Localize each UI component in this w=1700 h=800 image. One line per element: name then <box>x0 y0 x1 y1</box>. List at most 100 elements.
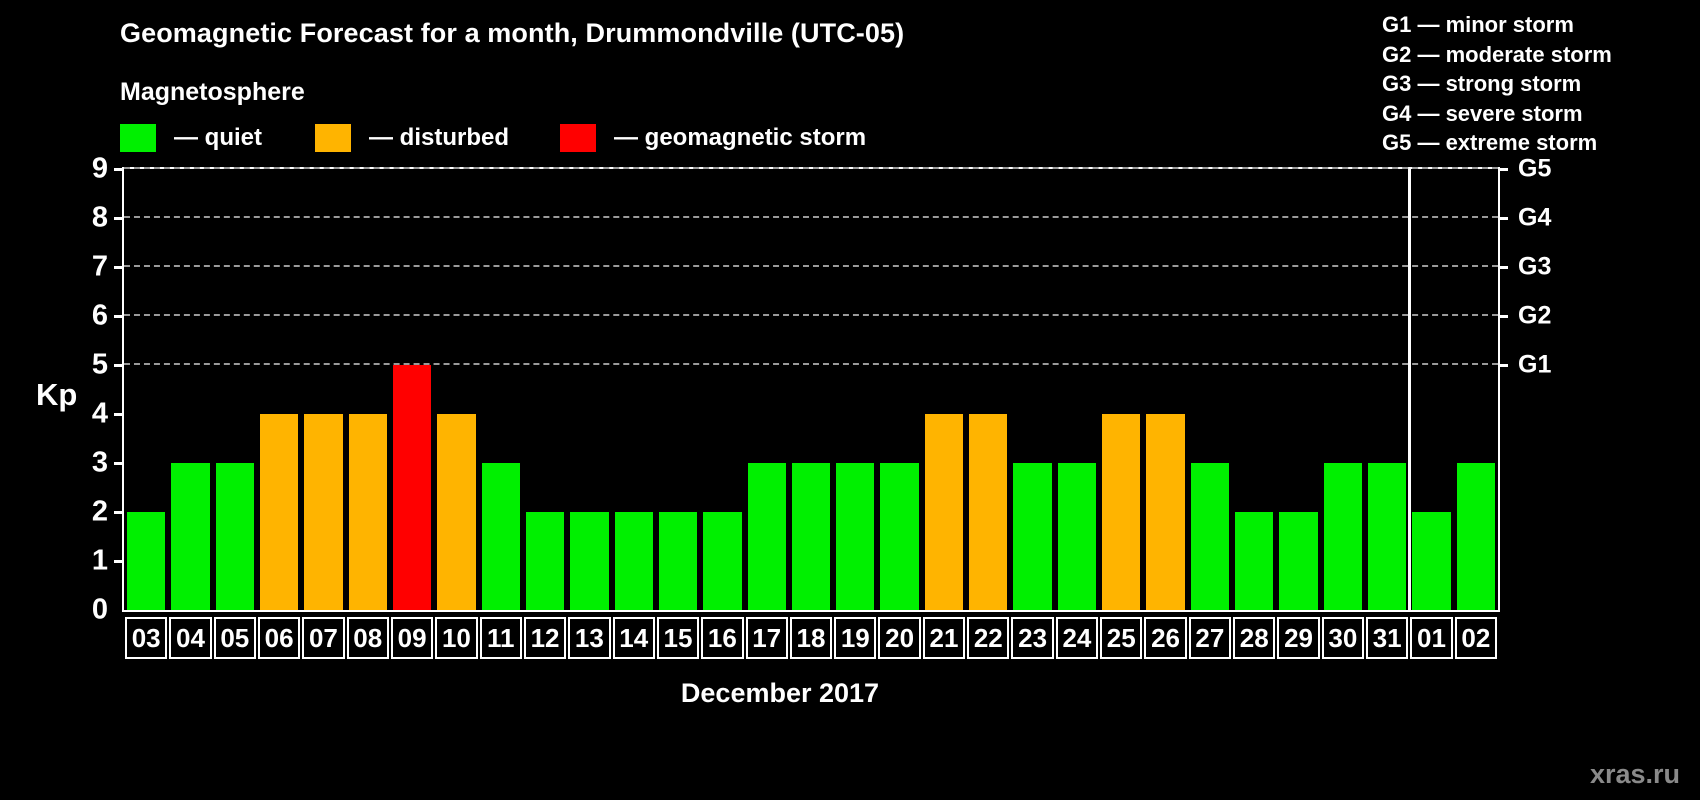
date-box-07[interactable]: 07 <box>302 617 345 659</box>
date-box-08[interactable]: 08 <box>346 617 389 659</box>
y-tick-label-4: 4 <box>91 397 108 430</box>
gridline-kp-8 <box>124 216 1498 218</box>
bar-day-15[interactable] <box>658 512 698 610</box>
date-box-11[interactable]: 11 <box>479 617 522 659</box>
bar-day-22[interactable] <box>969 414 1008 610</box>
legend-swatch-disturbed-icon <box>315 124 351 152</box>
date-box-04[interactable]: 04 <box>169 617 212 659</box>
date-box-15[interactable]: 15 <box>656 617 700 659</box>
date-box-12[interactable]: 12 <box>523 617 567 659</box>
bar-day-09[interactable] <box>392 365 432 610</box>
date-box-16[interactable]: 16 <box>701 617 744 659</box>
bar-day-28[interactable] <box>1235 512 1274 610</box>
g-scale-legend: G1 — minor storm G2 — moderate storm G3 … <box>1382 10 1682 158</box>
date-box-19[interactable]: 19 <box>834 617 877 659</box>
bar-day-01[interactable] <box>1412 512 1451 610</box>
bar-day-19[interactable] <box>836 463 875 610</box>
date-box-30[interactable]: 30 <box>1321 617 1365 659</box>
y-tick-label-8: 8 <box>91 201 108 234</box>
bar-day-10[interactable] <box>437 414 476 610</box>
date-box-10[interactable]: 10 <box>435 617 478 659</box>
g-tick-label-g2: G2 <box>1518 301 1552 330</box>
y-tick-mark-3 <box>114 461 124 465</box>
date-box-23[interactable]: 23 <box>1011 617 1054 659</box>
date-box-29[interactable]: 29 <box>1277 617 1320 659</box>
g-tick-mark-g4 <box>1498 216 1508 220</box>
date-box-05[interactable]: 05 <box>213 617 256 659</box>
legend-label-storm: — geomagnetic storm <box>614 124 867 151</box>
y-axis-title: Kp <box>36 377 78 412</box>
date-box-28[interactable]: 28 <box>1233 617 1276 659</box>
y-tick-mark-6 <box>114 314 124 318</box>
date-box-01[interactable]: 01 <box>1410 617 1453 659</box>
plot-inner <box>114 167 1508 610</box>
y-tick-mark-1 <box>114 559 124 563</box>
date-box-25[interactable]: 25 <box>1100 617 1143 659</box>
date-box-02[interactable]: 02 <box>1454 617 1497 659</box>
bar-day-13[interactable] <box>570 512 609 610</box>
bar-day-14[interactable] <box>614 512 653 610</box>
bar-day-12[interactable] <box>525 512 565 610</box>
gridline-kp-7 <box>124 265 1498 267</box>
date-box-31[interactable]: 31 <box>1366 617 1409 659</box>
magnetosphere-legend-title: Magnetosphere <box>120 78 305 106</box>
g-scale-row-g1: G1 — minor storm <box>1382 12 1574 37</box>
date-box-24[interactable]: 24 <box>1055 617 1099 659</box>
bar-day-25[interactable] <box>1102 414 1141 610</box>
bar-day-23[interactable] <box>1013 463 1052 610</box>
y-tick-label-0: 0 <box>91 593 108 626</box>
date-box-20[interactable]: 20 <box>878 617 921 659</box>
bars-layer <box>124 169 1498 610</box>
x-axis-date-boxes: 03 04 05 06 07 08 09 10 11 12 13 14 15 16 17 18 19 20 21 22… <box>124 617 1498 659</box>
gridline-kp-6 <box>124 314 1498 316</box>
y-tick-mark-7 <box>114 265 124 269</box>
bar-day-18[interactable] <box>791 463 831 610</box>
bar-day-26[interactable] <box>1146 414 1185 610</box>
bar-day-30[interactable] <box>1323 463 1363 610</box>
date-box-21[interactable]: 21 <box>922 617 966 659</box>
bar-day-29[interactable] <box>1279 512 1318 610</box>
date-box-14[interactable]: 14 <box>612 617 655 659</box>
date-box-09[interactable]: 09 <box>390 617 434 659</box>
date-box-17[interactable]: 17 <box>745 617 788 659</box>
bar-day-16[interactable] <box>703 512 742 610</box>
y-tick-mark-2 <box>114 510 124 514</box>
legend-item-storm: — geomagnetic storm <box>560 120 866 156</box>
g-tick-mark-g1 <box>1498 363 1508 367</box>
bar-day-17[interactable] <box>747 463 786 610</box>
legend-item-disturbed: — disturbed <box>315 120 509 156</box>
bar-day-06[interactable] <box>259 414 299 610</box>
date-box-13[interactable]: 13 <box>568 617 611 659</box>
bar-day-04[interactable] <box>171 463 210 610</box>
legend-label-quiet: — quiet <box>174 124 262 151</box>
date-box-18[interactable]: 18 <box>789 617 833 659</box>
g-tick-label-g5: G5 <box>1518 154 1552 183</box>
bar-day-07[interactable] <box>304 414 343 610</box>
legend-swatch-quiet-icon <box>120 124 156 152</box>
month-divider-line <box>1407 169 1411 610</box>
date-box-22[interactable]: 22 <box>967 617 1010 659</box>
legend-label-disturbed: — disturbed <box>369 124 510 151</box>
date-box-03[interactable]: 03 <box>125 617 168 659</box>
bar-day-24[interactable] <box>1057 463 1097 610</box>
date-box-27[interactable]: 27 <box>1188 617 1232 659</box>
bar-day-20[interactable] <box>880 463 919 610</box>
bar-day-02[interactable] <box>1456 463 1495 610</box>
y-tick-label-6: 6 <box>91 299 108 332</box>
y-tick-mark-5 <box>114 363 124 367</box>
gridline-kp-5 <box>124 363 1498 365</box>
date-box-06[interactable]: 06 <box>257 617 301 659</box>
page-title: Geomagnetic Forecast for a month, Drummo… <box>120 18 905 48</box>
bar-day-21[interactable] <box>924 414 964 610</box>
bar-day-31[interactable] <box>1368 463 1407 610</box>
watermark: xras.ru <box>1589 759 1680 789</box>
date-box-26[interactable]: 26 <box>1144 617 1187 659</box>
bar-day-05[interactable] <box>215 463 254 610</box>
bar-day-11[interactable] <box>481 463 520 610</box>
legend-item-quiet: — quiet <box>120 120 262 156</box>
bar-day-08[interactable] <box>348 414 387 610</box>
y-tick-label-5: 5 <box>91 348 108 381</box>
bar-day-03[interactable] <box>127 512 166 610</box>
bar-day-27[interactable] <box>1190 463 1230 610</box>
